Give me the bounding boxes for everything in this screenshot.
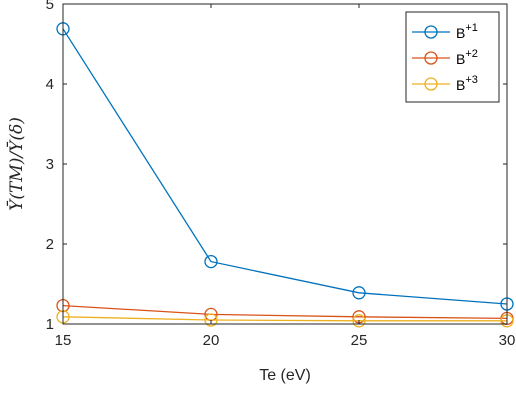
legend-marker (424, 51, 438, 65)
data-point (352, 286, 366, 300)
legend-entry-label: B+3 (456, 74, 478, 93)
x-tick-label: 15 (55, 332, 72, 349)
series-line-3 (62, 316, 507, 322)
y-tick-label: 4 (46, 76, 54, 93)
legend-marker (424, 77, 438, 91)
legend-marker (424, 25, 438, 39)
data-point (352, 314, 366, 328)
legend-box (405, 11, 500, 103)
x-axis-label: Te (eV) (259, 367, 311, 384)
y-tick-label: 5 (46, 0, 54, 13)
legend-entry-label: B+1 (456, 22, 478, 41)
x-tick-label: 30 (499, 332, 516, 349)
legend: B+1 B+2 B+3 (405, 11, 500, 103)
series-line-1 (62, 28, 508, 305)
y-axis-label: Ȳ(TM)/Ȳ(δ) (6, 117, 27, 211)
legend-entry-label: B+2 (456, 48, 478, 67)
axes-layer: 15 20 25 30 1 2 3 4 5 (46, 0, 516, 349)
data-point (204, 313, 218, 327)
data-point (204, 254, 218, 269)
series-line-2 (62, 304, 508, 320)
y-tick-label: 1 (46, 316, 54, 333)
x-tick-label: 25 (351, 332, 368, 349)
y-tick-label: 3 (46, 156, 54, 173)
y-tick-label: 2 (46, 236, 54, 253)
x-tick-label: 20 (203, 332, 220, 349)
